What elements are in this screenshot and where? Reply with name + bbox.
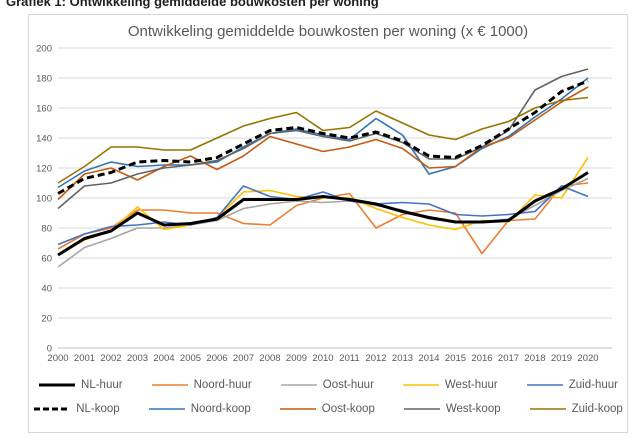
chart-title: Ontwikkeling gemiddelde bouwkosten per w… [127,23,529,40]
x-tick-label-2004: 2004 [153,353,174,364]
y-tick-label-120: 120 [36,164,52,175]
x-tick-label-2006: 2006 [206,353,227,364]
y-tick-label-0: 0 [47,344,52,355]
legend-item-nl-huur: NL-huur [38,379,123,391]
x-tick-label-2014: 2014 [418,353,439,364]
series-line-zuid-huur [57,185,589,246]
legend-line-sample-zuid-koop [529,408,566,410]
legend-line-sample-west-huur [402,384,439,386]
y-tick-label-100: 100 [36,194,52,205]
legend-line-sample-oost-huur [280,384,317,386]
y-tick-label-20: 20 [41,314,52,325]
x-tick-label-2016: 2016 [471,353,492,364]
series-line-oost-koop [57,86,589,201]
x-tick-label-2009: 2009 [286,353,307,364]
legend-line-sample-nl-huur [39,383,76,387]
chart-card: Ontwikkeling gemiddelde bouwkosten per w… [28,14,628,433]
y-tick-label-140: 140 [36,134,52,145]
legend-item-nl-koop: NL-koop [33,403,120,415]
legend-item-noord-huur: Noord-huur [151,379,252,391]
page-caption: Grafiek 1: Ontwikkeling gemiddelde bouwk… [0,0,640,11]
y-tick-label-160: 160 [36,104,52,115]
series-line-nl-koop [57,79,589,195]
legend-label-west-koop: West-koop [445,403,501,415]
line-chart-plot-area: 0 20 40 60 80 100 120 140 160 180 200 2000 2001 2002 2… [36,44,612,364]
legend-label-noord-koop: Noord-koop [190,403,251,415]
x-tick-label-2003: 2003 [127,353,148,364]
x-tick-label-2015: 2015 [445,353,466,364]
legend-row-1: NL-huur Noord-huur Oost-huur West-huur Zuid-… [29,373,627,397]
legend-item-zuid-koop: Zuid-koop [529,403,623,415]
x-tick-label-2002: 2002 [100,353,121,364]
x-tick-label-2012: 2012 [365,353,386,364]
y-tick-label-80: 80 [41,224,52,235]
legend-label-zuid-huur: Zuid-huur [568,379,618,391]
x-tick-label-2001: 2001 [74,353,95,364]
x-tick-label-2018: 2018 [524,353,545,364]
legend-item-west-koop: West-koop [403,403,501,415]
legend-label-oost-huur: Oost-huur [322,379,374,391]
legend-item-noord-koop: Noord-koop [148,403,251,415]
legend-label-noord-huur: Noord-huur [193,379,252,391]
legend-label-nl-koop: NL-koop [76,403,120,415]
x-tick-label-2007: 2007 [233,353,254,364]
legend-row-2: NL-koop Noord-koop Oost-koop West-koop Zuid-… [29,397,627,421]
y-tick-label-180: 180 [36,74,52,85]
series-line-zuid-koop [57,96,589,184]
legend-item-oost-huur: Oost-huur [280,379,374,391]
legend-item-zuid-huur: Zuid-huur [526,379,618,391]
x-tick-label-2020: 2020 [577,353,598,364]
legend-line-sample-west-koop [403,408,440,410]
legend-label-west-huur: West-huur [444,379,498,391]
legend-line-sample-zuid-huur [526,384,563,386]
x-tick-label-2000: 2000 [47,353,68,364]
x-tick-label-2005: 2005 [180,353,201,364]
series-line-west-huur [57,157,589,256]
legend-line-sample-noord-huur [151,384,188,386]
x-tick-label-2017: 2017 [498,353,519,364]
legend-label-nl-huur: NL-huur [81,379,123,391]
x-tick-label-2011: 2011 [339,353,359,364]
series-line-nl-huur [57,171,589,257]
y-tick-label-40: 40 [41,284,52,295]
x-tick-label-2019: 2019 [551,353,572,364]
legend-label-zuid-koop: Zuid-koop [571,403,623,415]
x-tick-label-2013: 2013 [392,353,413,364]
legend-item-oost-koop: Oost-koop [279,403,375,415]
y-tick-label-60: 60 [41,254,52,265]
legend-line-sample-oost-koop [279,408,316,410]
chart-legend: NL-huur Noord-huur Oost-huur West-huur Zuid-… [29,373,627,421]
legend-item-west-huur: West-huur [402,379,498,391]
x-tick-label-2008: 2008 [259,353,280,364]
y-tick-label-200: 200 [36,44,52,55]
legend-label-oost-koop: Oost-koop [321,403,375,415]
x-tick-label-2010: 2010 [312,353,333,364]
legend-line-sample-nl-koop [34,407,71,411]
legend-line-sample-noord-koop [148,408,185,410]
page-caption-text: Grafiek 1: Ontwikkeling gemiddelde bouwk… [6,0,379,9]
